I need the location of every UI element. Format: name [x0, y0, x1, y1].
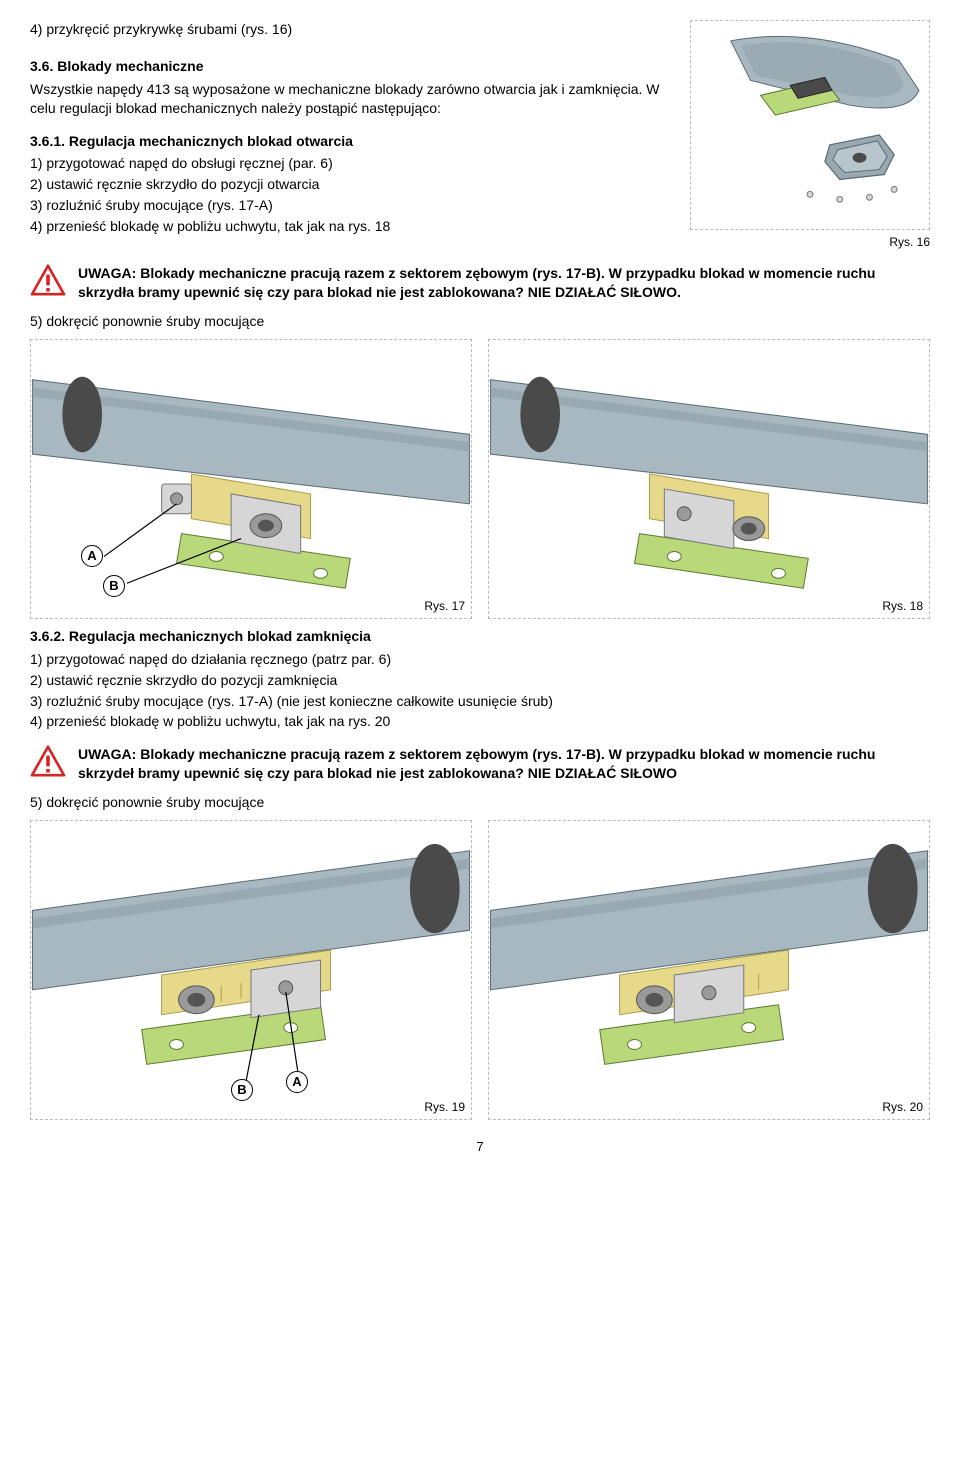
step-5b-text: 5) dokręcić ponownie śruby mocujące	[30, 793, 930, 812]
figure-17-label-b: B	[103, 575, 125, 597]
figure-19-label-a: A	[286, 1071, 308, 1093]
figure-19-label-b: B	[231, 1079, 253, 1101]
figure-19-caption: Rys. 19	[424, 1099, 465, 1115]
heading-3-6-2: 3.6.2. Regulacja mechanicznych blokad za…	[30, 627, 930, 646]
figure-16	[690, 20, 930, 230]
warning-2: UWAGA: Blokady mechaniczne pracują razem…	[30, 745, 930, 783]
warning-1-text: UWAGA: Blokady mechaniczne pracują razem…	[78, 264, 930, 302]
figure-17-caption: Rys. 17	[424, 598, 465, 614]
figure-17-col: A B Rys. 17	[30, 339, 472, 619]
page-number: 7	[30, 1138, 930, 1156]
figure-18-col: Rys. 18	[488, 339, 930, 619]
figure-16-caption: Rys. 16	[690, 234, 930, 250]
step-3-6-1-4: 4) przenieść blokadę w pobliżu uchwytu, …	[30, 217, 670, 236]
top-row: 4) przykręcić przykrywkę śrubami (rys. 1…	[30, 20, 930, 250]
warning-2-text: UWAGA: Blokady mechaniczne pracują razem…	[78, 745, 930, 783]
figure-19-svg	[31, 821, 471, 1119]
heading-3-6-1: 3.6.1. Regulacja mechanicznych blokad ot…	[30, 132, 670, 151]
para-3-6: Wszystkie napędy 413 są wyposażone w mec…	[30, 80, 670, 118]
warning-1: UWAGA: Blokady mechaniczne pracują razem…	[30, 264, 930, 302]
figure-20-svg	[489, 821, 929, 1119]
warning-icon	[30, 264, 66, 296]
figure-18-caption: Rys. 18	[882, 598, 923, 614]
figure-19: A B Rys. 19	[30, 820, 472, 1120]
top-text-column: 4) przykręcić przykrywkę śrubami (rys. 1…	[30, 20, 670, 250]
step-3-6-1-3: 3) rozluźnić śruby mocujące (rys. 17-A)	[30, 196, 670, 215]
figure-20: Rys. 20	[488, 820, 930, 1120]
step-3-6-2-4: 4) przenieść blokadę w pobliżu uchwytu, …	[30, 712, 930, 731]
step-3-6-2-3: 3) rozluźnić śruby mocujące (rys. 17-A) …	[30, 692, 930, 711]
step-4-text: 4) przykręcić przykrywkę śrubami (rys. 1…	[30, 20, 670, 39]
section-3-6-2: 3.6.2. Regulacja mechanicznych blokad za…	[30, 627, 930, 731]
figure-20-caption: Rys. 20	[882, 1099, 923, 1115]
figure-20-col: Rys. 20	[488, 820, 930, 1120]
figure-18-svg	[489, 340, 929, 618]
figures-19-20-row: A B Rys. 19	[30, 820, 930, 1120]
figure-18: Rys. 18	[488, 339, 930, 619]
figures-17-18-row: A B Rys. 17 Rys. 18	[30, 339, 930, 619]
figure-17: A B Rys. 17	[30, 339, 472, 619]
warning-icon	[30, 745, 66, 777]
step-3-6-2-1: 1) przygotować napęd do działania ręczne…	[30, 650, 930, 669]
figure-17-svg	[31, 340, 471, 618]
step-3-6-1-2: 2) ustawić ręcznie skrzydło do pozycji o…	[30, 175, 670, 194]
figure-17-label-a: A	[81, 545, 103, 567]
step-3-6-2-2: 2) ustawić ręcznie skrzydło do pozycji z…	[30, 671, 930, 690]
step-5-text: 5) dokręcić ponownie śruby mocujące	[30, 312, 930, 331]
figure-16-container: Rys. 16	[690, 20, 930, 250]
figure-16-svg	[691, 21, 929, 229]
figure-19-col: A B Rys. 19	[30, 820, 472, 1120]
heading-3-6: 3.6. Blokady mechaniczne	[30, 57, 670, 76]
step-3-6-1-1: 1) przygotować napęd do obsługi ręcznej …	[30, 154, 670, 173]
